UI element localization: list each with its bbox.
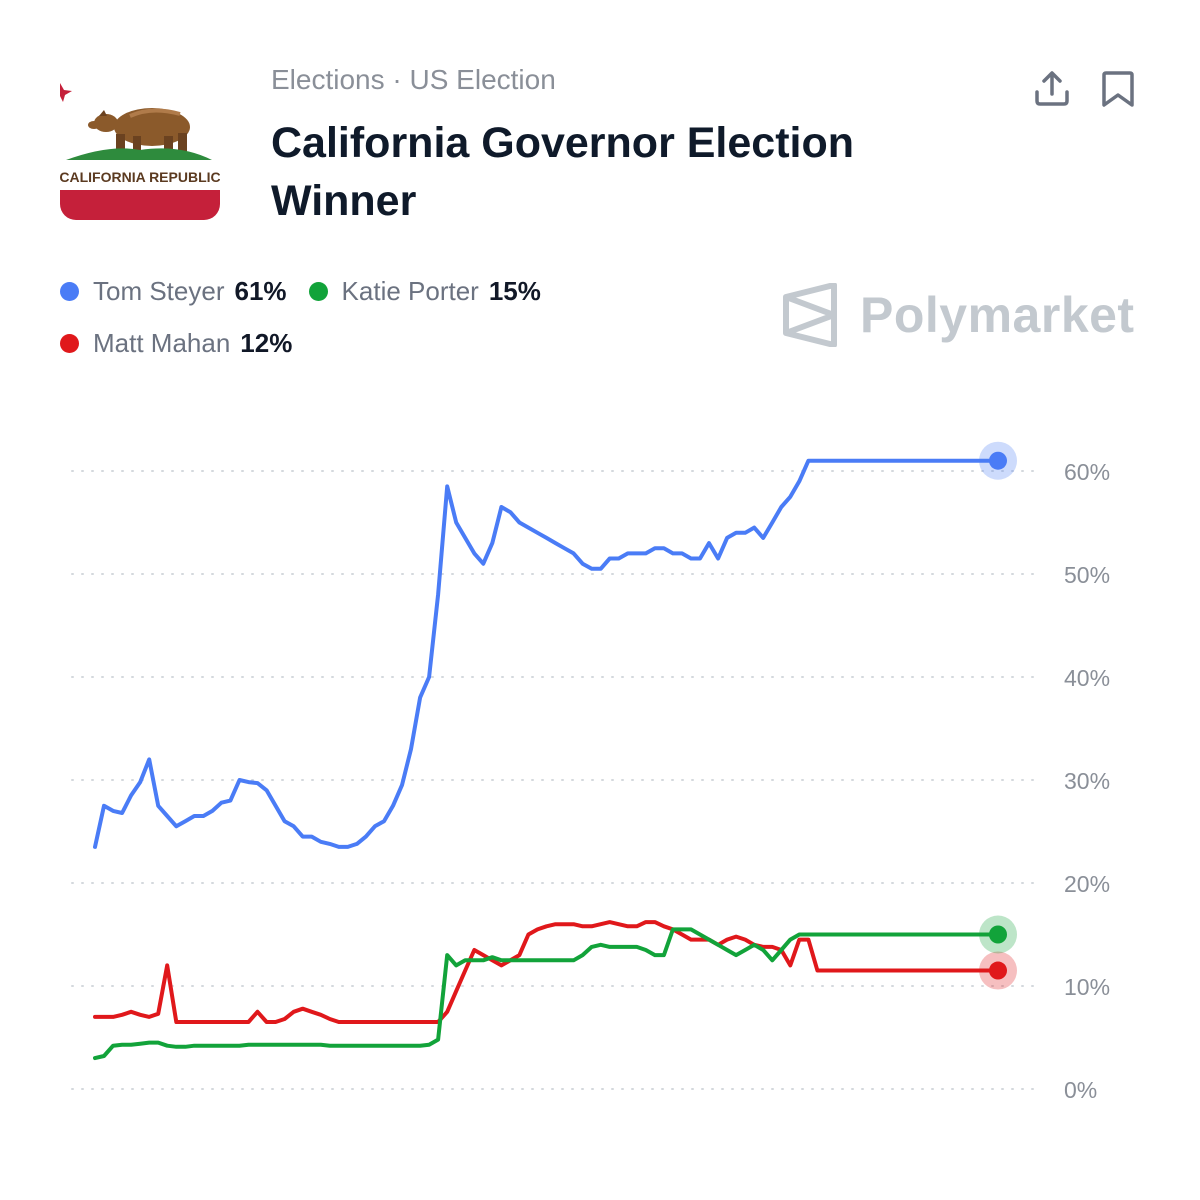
- y-tick-label: 40%: [1064, 665, 1110, 691]
- y-tick-label: 10%: [1064, 974, 1110, 1000]
- breadcrumb[interactable]: Elections · US Election: [271, 64, 556, 95]
- legend-value: 61%: [234, 275, 287, 306]
- legend-name: Tom Steyer: [93, 275, 225, 306]
- legend-name: Matt Mahan: [93, 327, 231, 358]
- brand-name: Polymarket: [860, 287, 1135, 343]
- end-point-marker[interactable]: [989, 451, 1007, 470]
- series-line-tom-steyer[interactable]: [93, 458, 1000, 849]
- page-title: California Governor Election Winner: [271, 119, 854, 225]
- end-point-marker[interactable]: [989, 925, 1007, 944]
- y-tick-label: 20%: [1064, 871, 1110, 897]
- series-layer: [93, 458, 1000, 1061]
- share-icon: [1035, 71, 1069, 106]
- legend-value: 12%: [240, 327, 293, 358]
- chart-legend: Tom Steyer 61% Katie Porter 15% Matt Mah…: [60, 270, 660, 374]
- legend-value: 15%: [488, 275, 541, 306]
- legend-item-tom-steyer[interactable]: Tom Steyer 61%: [60, 276, 287, 307]
- bear-icon: [88, 108, 190, 154]
- legend-item-katie-porter[interactable]: Katie Porter 15%: [308, 275, 541, 307]
- share-button[interactable]: [1030, 66, 1074, 110]
- legend-dot-matt-mahan: [60, 333, 79, 353]
- bookmark-button[interactable]: [1096, 66, 1140, 110]
- flag-text: CALIFORNIA REPUBLIC: [60, 169, 220, 185]
- series-line-katie-porter[interactable]: [93, 927, 1000, 1061]
- y-tick-label: 50%: [1064, 562, 1110, 588]
- red-star-icon: [60, 83, 72, 102]
- end-point-marker[interactable]: [989, 961, 1007, 980]
- y-tick-label: 0%: [1064, 1077, 1097, 1103]
- legend-dot-katie-porter: [308, 281, 328, 301]
- y-tick-label: 60%: [1064, 459, 1110, 485]
- grass-icon: [66, 148, 212, 160]
- bookmark-icon: [1102, 71, 1134, 107]
- polymarket-logo-icon: [783, 283, 837, 347]
- california-flag-logo: CALIFORNIA REPUBLIC: [59, 78, 221, 220]
- marker-layer: [979, 441, 1017, 990]
- tick-layer: 0% 10% 20% 30% 40% 50% 60%: [1064, 459, 1110, 1103]
- flag-svg: CALIFORNIA REPUBLIC: [59, 78, 221, 220]
- grid-layer: [71, 470, 1041, 1090]
- legend-name: Katie Porter: [341, 275, 479, 306]
- legend-dot-tom-steyer: [60, 281, 79, 301]
- legend-item-matt-mahan[interactable]: Matt Mahan 12%: [60, 328, 292, 359]
- polymarket-watermark: Polymarket: [782, 282, 1135, 348]
- price-history-chart[interactable]: 0% 10% 20% 30% 40% 50% 60%: [0, 400, 1200, 1120]
- series-line-matt-mahan[interactable]: [93, 920, 1000, 1024]
- y-tick-label: 30%: [1064, 768, 1110, 794]
